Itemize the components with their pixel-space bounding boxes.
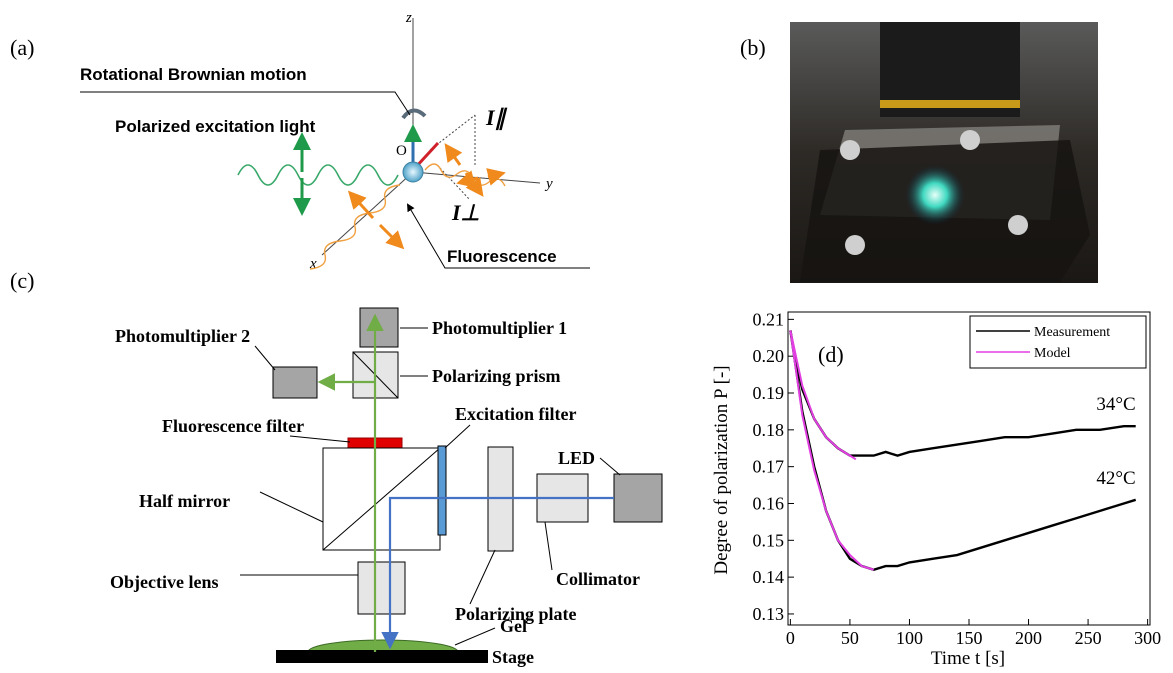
leader-line xyxy=(290,436,350,442)
leader-line xyxy=(545,522,552,570)
photomultiplier xyxy=(273,367,317,398)
curve-label: 42°C xyxy=(1096,468,1135,489)
label: LED xyxy=(558,448,595,468)
y-tick-label: 0.15 xyxy=(753,530,785,550)
objective-lens xyxy=(358,562,405,614)
gel-glow xyxy=(905,165,965,225)
objective-ring xyxy=(880,100,1020,108)
y-tick-label: 0.19 xyxy=(753,383,785,403)
label: Excitation filter xyxy=(455,404,576,424)
panel-d: (d) Time t [s] Degree of polarization P … xyxy=(711,309,1161,669)
rotation-arrow xyxy=(403,110,425,118)
arrow xyxy=(488,174,500,177)
label: Fluorescence xyxy=(447,247,557,266)
y-tick-label: 0.16 xyxy=(753,493,785,513)
label: Polarized excitation light xyxy=(115,117,316,136)
label: I⊥ xyxy=(451,200,480,225)
excitation-wave xyxy=(238,165,398,185)
y-tick-label: 0.13 xyxy=(753,604,785,624)
panel-label: (b) xyxy=(740,35,766,60)
axis-label: y xyxy=(544,176,553,192)
leader-line xyxy=(255,346,275,370)
x-tick-label: 200 xyxy=(1015,628,1042,648)
legend-label: Model xyxy=(1034,346,1071,361)
label: Rotational Brownian motion xyxy=(80,65,307,84)
panel-label: (a) xyxy=(10,35,34,60)
curve-label: 34°C xyxy=(1096,394,1135,415)
screw xyxy=(840,140,860,160)
y-tick-label: 0.20 xyxy=(753,346,785,366)
label: Gel xyxy=(500,616,527,636)
label: Collimator xyxy=(556,569,640,589)
y-axis-label: Degree of polarization P [-] xyxy=(711,365,732,574)
leader-line xyxy=(455,628,495,645)
leader-line xyxy=(600,458,620,475)
y-tick-label: 0.14 xyxy=(753,567,785,587)
x-tick-label: 100 xyxy=(896,628,923,648)
x-tick-label: 300 xyxy=(1134,628,1161,648)
label: I∥ xyxy=(485,105,508,131)
label: Stage xyxy=(492,647,534,667)
led xyxy=(614,474,662,522)
legend-label: Measurement xyxy=(1034,325,1110,340)
screw xyxy=(960,130,980,150)
label: Half mirror xyxy=(139,491,230,511)
label: Polarizing prism xyxy=(432,366,561,386)
x-tick-label: 0 xyxy=(786,628,795,648)
label: Photomultiplier 1 xyxy=(432,318,567,338)
panel-label: (c) xyxy=(10,268,34,293)
x-tick-label: 50 xyxy=(841,628,859,648)
label: Objective lens xyxy=(110,572,218,592)
y-tick-label: 0.18 xyxy=(753,420,785,440)
arrow xyxy=(380,225,400,245)
origin-label: O xyxy=(396,143,407,159)
screw xyxy=(1008,215,1028,235)
panel-a: (a) z y x O Rotational Brownian motion P… xyxy=(10,10,590,272)
arrow xyxy=(466,173,480,192)
excitation-filter xyxy=(438,446,446,535)
leader-line xyxy=(470,550,495,604)
x-tick-label: 250 xyxy=(1075,628,1102,648)
x-tick-label: 150 xyxy=(956,628,983,648)
figure: (a) z y x O Rotational Brownian motion P… xyxy=(0,0,1173,673)
label: Fluorescence filter xyxy=(162,416,304,436)
axis-label: z xyxy=(405,10,412,26)
panel-b: (b) xyxy=(740,22,1098,283)
panel-c: (c) Photomultiplier 1 Photomultiplier 2 … xyxy=(10,268,662,667)
molecule xyxy=(403,162,423,182)
panel-label: (d) xyxy=(818,342,844,367)
stage xyxy=(276,650,488,663)
screw xyxy=(845,235,865,255)
leader-line xyxy=(80,92,410,115)
leader-line xyxy=(260,492,323,522)
x-axis-label: Time t [s] xyxy=(931,648,1005,669)
y-tick-label: 0.21 xyxy=(753,309,785,329)
photomultiplier xyxy=(360,308,398,347)
y-tick-label: 0.17 xyxy=(753,457,785,477)
label: Photomultiplier 2 xyxy=(115,326,250,346)
arrow xyxy=(448,148,460,165)
leader-line xyxy=(445,425,470,448)
dotted-line xyxy=(440,168,470,200)
